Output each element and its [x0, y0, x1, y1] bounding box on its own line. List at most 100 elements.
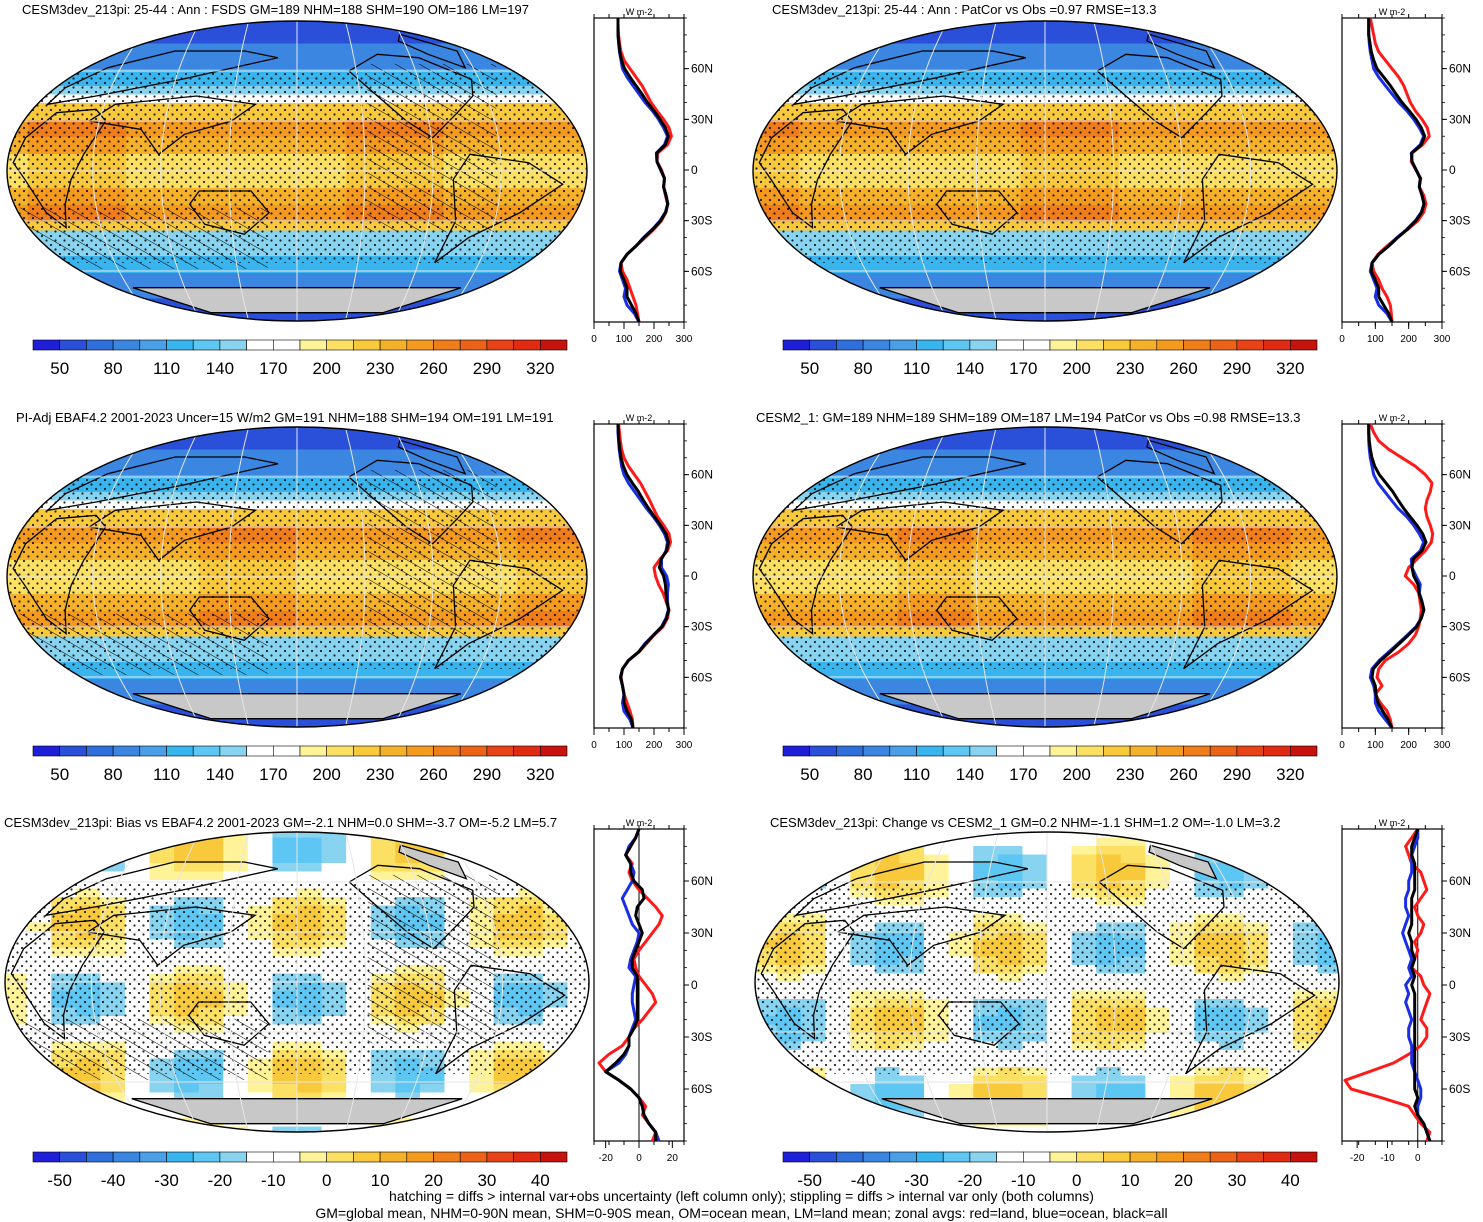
map-cell	[922, 35, 947, 44]
map-cell	[492, 696, 517, 705]
map-cell	[2, 906, 27, 915]
map-cell	[321, 671, 346, 680]
map-cell	[100, 846, 125, 855]
map-cell	[395, 1127, 420, 1136]
map-cell	[1291, 467, 1316, 476]
map-cell	[1094, 671, 1119, 680]
map-cell	[922, 467, 947, 476]
map-cell	[1244, 829, 1269, 838]
map-cell	[273, 18, 298, 27]
map-cell	[370, 316, 395, 325]
map-cell	[750, 688, 775, 697]
map-cell	[799, 307, 824, 316]
map-cell	[850, 863, 875, 872]
map-cell	[1145, 872, 1170, 881]
map-cell	[27, 1067, 52, 1076]
map-cell	[395, 424, 420, 433]
map-cell	[875, 829, 900, 838]
map-cell	[1217, 671, 1242, 680]
map-cell	[1293, 829, 1318, 838]
map-cell	[750, 239, 775, 248]
map-cell	[468, 307, 493, 316]
map-cell	[223, 1084, 248, 1093]
map-cell	[297, 27, 322, 36]
map-cell	[125, 1084, 150, 1093]
map-cell	[750, 18, 775, 27]
map-cell	[273, 467, 298, 476]
map-cell	[826, 846, 851, 855]
map-cell	[28, 256, 53, 265]
map-cell	[76, 855, 101, 864]
map-cell	[444, 273, 469, 282]
map-cell	[924, 829, 949, 838]
map-cell	[76, 1110, 101, 1119]
map-cell	[848, 722, 873, 731]
map-cell	[4, 637, 29, 646]
map-cell	[541, 282, 566, 291]
map-cell	[175, 52, 200, 61]
map-cell	[1020, 35, 1045, 44]
map-cell	[1119, 61, 1144, 70]
map-cell	[199, 61, 224, 70]
map-cell	[102, 27, 127, 36]
map-cell	[27, 1076, 52, 1085]
map-cell	[775, 467, 800, 476]
map-cell	[799, 27, 824, 36]
map-cell	[1193, 18, 1218, 27]
map-cell	[445, 1118, 470, 1127]
map-cell	[752, 906, 777, 915]
map-cell	[1291, 696, 1316, 705]
map-cell	[102, 316, 127, 325]
map-cell	[248, 441, 273, 450]
map-cell	[801, 872, 826, 881]
map-cell	[77, 458, 102, 467]
map-cell	[150, 1084, 175, 1093]
map-cell	[543, 1101, 568, 1110]
map-cell	[27, 1084, 52, 1093]
map-cell	[750, 645, 775, 654]
map-cell	[492, 424, 517, 433]
map-cell	[297, 1076, 322, 1085]
map-cell	[1045, 671, 1070, 680]
map-cell	[1266, 61, 1291, 70]
map-cell	[53, 44, 78, 53]
map-cell	[824, 458, 849, 467]
map-cell	[444, 424, 469, 433]
map-cell	[824, 52, 849, 61]
map-cell	[1045, 273, 1070, 282]
map-cell	[1291, 35, 1316, 44]
map-cell	[1094, 44, 1119, 53]
map-cell	[321, 441, 346, 450]
map-cell	[4, 78, 29, 87]
map-cell	[1293, 880, 1318, 889]
map-cell	[1022, 846, 1047, 855]
map-cell	[826, 855, 851, 864]
map-cell	[1268, 855, 1293, 864]
map-cell	[824, 424, 849, 433]
map-cell	[53, 282, 78, 291]
map-cell	[151, 433, 176, 442]
map-cell	[76, 1118, 101, 1127]
map-cell	[543, 1110, 568, 1119]
map-cell	[541, 78, 566, 87]
map-cell	[1266, 688, 1291, 697]
map-cell	[517, 705, 542, 714]
map-cell	[1070, 467, 1095, 476]
map-cell	[175, 467, 200, 476]
map-cell	[51, 1118, 76, 1127]
map-cell	[151, 424, 176, 433]
map-cell	[297, 458, 322, 467]
map-cell	[799, 679, 824, 688]
map-cell	[371, 846, 396, 855]
map-cell	[1219, 838, 1244, 847]
map-cell	[1291, 679, 1316, 688]
map-cell	[518, 1127, 543, 1136]
map-cell	[1070, 441, 1095, 450]
map-cell	[102, 299, 127, 308]
map-cell	[922, 52, 947, 61]
map-cell	[273, 35, 298, 44]
map-cell	[1242, 458, 1267, 467]
hatching	[4, 208, 268, 269]
map-cell	[1266, 299, 1291, 308]
map-cell	[1145, 829, 1170, 838]
